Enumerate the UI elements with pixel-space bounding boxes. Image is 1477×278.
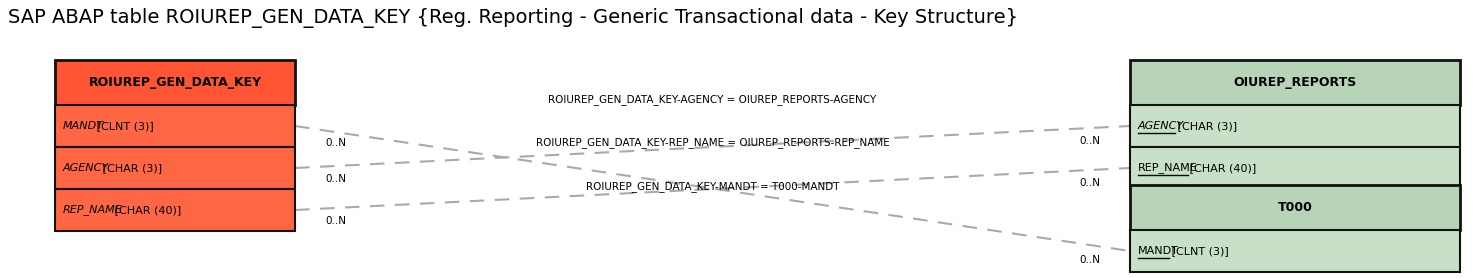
Text: AGENCY: AGENCY bbox=[1137, 121, 1185, 131]
Text: OIUREP_REPORTS: OIUREP_REPORTS bbox=[1233, 76, 1357, 89]
Text: 0..N: 0..N bbox=[325, 175, 346, 185]
Text: MANDT: MANDT bbox=[64, 121, 103, 131]
Text: [CHAR (3)]: [CHAR (3)] bbox=[99, 163, 162, 173]
Text: ROIUREP_GEN_DATA_KEY-REP_NAME = OIUREP_REPORTS-REP_NAME: ROIUREP_GEN_DATA_KEY-REP_NAME = OIUREP_R… bbox=[536, 137, 889, 148]
Text: 0..N: 0..N bbox=[1080, 178, 1100, 187]
Bar bbox=[1130, 60, 1459, 105]
Bar bbox=[55, 60, 295, 105]
Text: AGENCY: AGENCY bbox=[64, 163, 109, 173]
Text: 0..N: 0..N bbox=[325, 217, 346, 227]
Text: ROIUREP_GEN_DATA_KEY-MANDT = T000-MANDT: ROIUREP_GEN_DATA_KEY-MANDT = T000-MANDT bbox=[586, 181, 839, 192]
Text: 0..N: 0..N bbox=[1080, 135, 1100, 145]
Bar bbox=[55, 105, 295, 147]
Text: ROIUREP_GEN_DATA_KEY: ROIUREP_GEN_DATA_KEY bbox=[89, 76, 261, 89]
Text: [CHAR (40)]: [CHAR (40)] bbox=[111, 205, 182, 215]
Text: T000: T000 bbox=[1278, 201, 1313, 214]
Bar bbox=[1130, 147, 1459, 189]
Text: 0..N: 0..N bbox=[325, 138, 346, 148]
Text: MANDT: MANDT bbox=[1137, 246, 1179, 256]
Text: ROIUREP_GEN_DATA_KEY-AGENCY = OIUREP_REPORTS-AGENCY: ROIUREP_GEN_DATA_KEY-AGENCY = OIUREP_REP… bbox=[548, 94, 877, 105]
Bar bbox=[1130, 105, 1459, 147]
Bar bbox=[1130, 230, 1459, 272]
Text: [CLNT (3)]: [CLNT (3)] bbox=[1168, 246, 1229, 256]
Text: [CLNT (3)]: [CLNT (3)] bbox=[93, 121, 154, 131]
Bar bbox=[1130, 185, 1459, 230]
Bar bbox=[55, 189, 295, 231]
Text: [CHAR (3)]: [CHAR (3)] bbox=[1174, 121, 1238, 131]
Text: REP_NAME: REP_NAME bbox=[64, 205, 123, 215]
Text: [CHAR (40)]: [CHAR (40)] bbox=[1186, 163, 1257, 173]
Text: 0..N: 0..N bbox=[1080, 254, 1100, 264]
Text: REP_NAME: REP_NAME bbox=[1137, 163, 1198, 173]
Bar bbox=[55, 147, 295, 189]
Text: SAP ABAP table ROIUREP_GEN_DATA_KEY {Reg. Reporting - Generic Transactional data: SAP ABAP table ROIUREP_GEN_DATA_KEY {Reg… bbox=[7, 8, 1018, 28]
